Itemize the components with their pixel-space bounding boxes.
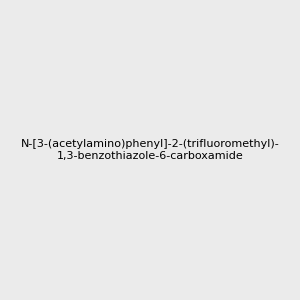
Text: N-[3-(acetylamino)phenyl]-2-(trifluoromethyl)-
1,3-benzothiazole-6-carboxamide: N-[3-(acetylamino)phenyl]-2-(trifluorome…: [21, 139, 279, 161]
